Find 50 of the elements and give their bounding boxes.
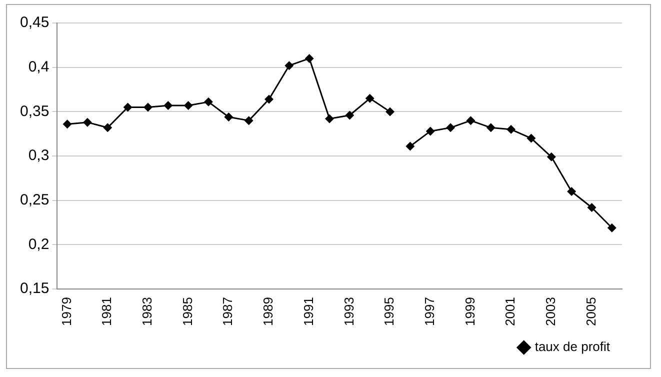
point [506,124,516,134]
point [123,102,132,112]
point [82,118,92,127]
point [184,100,193,110]
x-tick-label: 1993 [341,297,356,326]
y-tick-label: 0,45 [20,14,50,32]
y-tick-label: 0,35 [20,102,50,120]
x-tick-label: 2005 [583,297,598,326]
point [406,142,415,151]
point [143,102,152,112]
point [466,116,476,126]
x-tick-label: 1997 [422,297,437,326]
point [587,202,596,212]
y-tick-label: 0,4 [28,58,50,76]
x-tick-label: 2003 [542,297,558,326]
legend-label: taux de profit [534,339,610,354]
point [426,126,435,136]
y-tick-label: 0,2 [28,236,50,253]
point [164,100,173,110]
point [325,114,334,124]
point [365,94,374,103]
point [546,152,556,162]
point [244,116,254,126]
y-tick-label: 0,15 [20,280,50,298]
point [567,187,576,196]
point [62,120,72,129]
y-tick-label: 0,3 [28,147,50,164]
x-tick-label: 1985 [180,297,195,326]
x-tick-label: 1995 [382,297,397,326]
point [446,123,456,132]
x-tick-label: 1983 [140,297,155,326]
x-tick-label: 1999 [462,297,478,326]
point [607,223,616,232]
x-tick-label: 1991 [300,297,316,326]
point [284,61,294,70]
x-tick-label: 1987 [220,297,236,326]
point [204,97,213,106]
point [264,94,274,104]
point [526,134,536,143]
y-tick-label: 0,25 [20,192,50,209]
x-tick-label: 1989 [260,297,276,326]
point [386,107,395,116]
point [345,110,354,120]
point [486,123,496,132]
point [103,123,112,132]
x-tick-label: 1979 [58,297,74,326]
x-tick-label: 2001 [502,297,518,326]
point [304,54,314,63]
x-tick-label: 1981 [99,297,114,326]
point [224,112,234,122]
